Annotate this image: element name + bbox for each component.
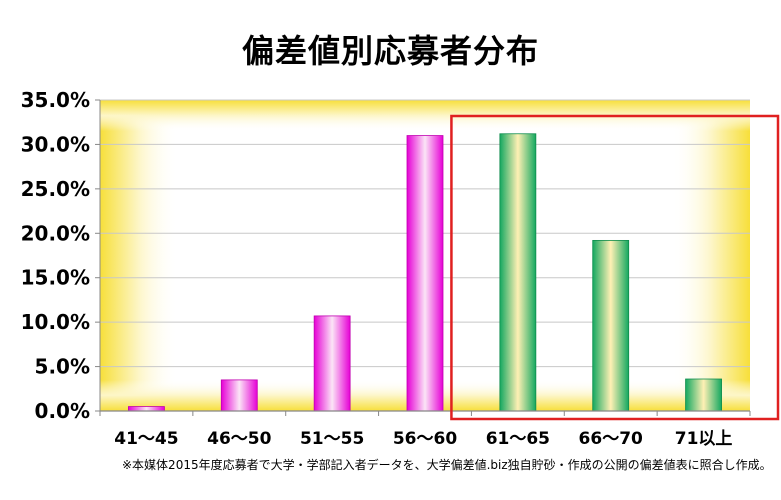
y-tick-label: 5.0% bbox=[35, 355, 90, 379]
y-tick-label: 20.0% bbox=[21, 221, 90, 245]
highlight-box-rect bbox=[450, 114, 780, 421]
x-tick-label: 51～55 bbox=[300, 429, 364, 449]
y-tick-label: 25.0% bbox=[21, 177, 90, 201]
highlight-box bbox=[450, 114, 780, 421]
x-tick-label: 56～60 bbox=[393, 429, 457, 449]
bar-46～50 bbox=[220, 379, 258, 412]
bar-56～60 bbox=[406, 135, 444, 412]
y-tick-label: 15.0% bbox=[21, 266, 90, 290]
y-tick-labels: 0.0% 5.0% 10.0% 15.0% 20.0% 25.0% 30.0% 35.0% bbox=[21, 88, 100, 423]
bar-51～55 bbox=[313, 315, 351, 412]
x-tick-label: 46～50 bbox=[207, 429, 271, 449]
y-tick-label: 0.0% bbox=[35, 399, 90, 423]
x-tick-label: 41～45 bbox=[114, 429, 178, 449]
chart-title: 偏差値別応募者分布 bbox=[241, 32, 539, 70]
x-tick-label: 61～65 bbox=[486, 429, 550, 449]
y-tick-label: 30.0% bbox=[21, 132, 90, 156]
y-tick-label: 35.0% bbox=[21, 88, 90, 112]
x-tick-label: 71以上 bbox=[675, 429, 733, 449]
bar-66～70 bbox=[592, 239, 630, 412]
bar-61～65 bbox=[499, 133, 537, 412]
axes bbox=[99, 100, 750, 412]
bar-41～45 bbox=[128, 406, 165, 412]
x-tick-labels: 41～45 46～50 51～55 56～60 61～65 66～70 71以上 bbox=[99, 411, 751, 449]
bar-71以上 bbox=[685, 378, 722, 412]
footnote: ※本媒体2015年度応募者で大学・学部記入者データを、大学偏差値.biz独自貯砂… bbox=[122, 458, 772, 472]
y-tick-label: 10.0% bbox=[21, 310, 90, 334]
x-tick-label: 66～70 bbox=[579, 429, 643, 449]
